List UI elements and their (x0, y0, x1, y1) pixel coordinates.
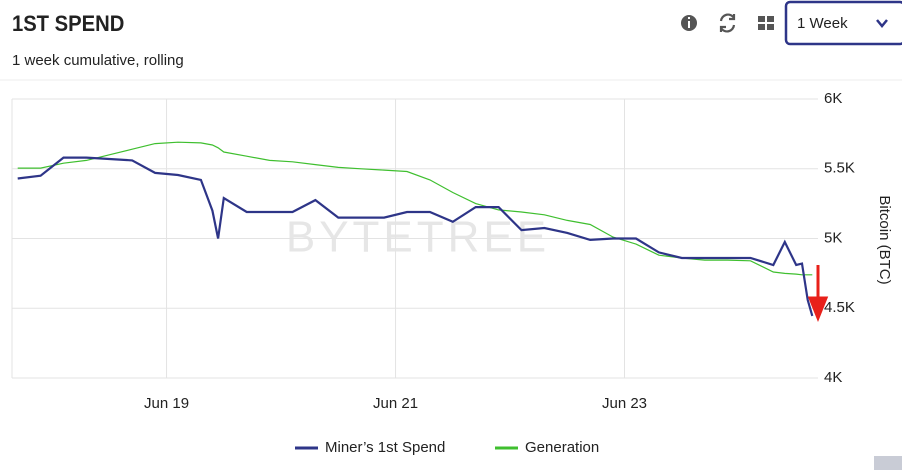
info-icon[interactable] (681, 15, 697, 31)
x-tick-label: Jun 19 (144, 395, 189, 412)
refresh-icon[interactable] (719, 13, 736, 33)
y-tick-label: 4.5K (824, 299, 855, 316)
y-tick-label: 6K (824, 90, 842, 107)
y-axis-label: Bitcoin (BTC) (876, 195, 893, 284)
legend-label: Generation (525, 439, 599, 456)
x-tick-label: Jun 23 (602, 395, 647, 412)
series-line (17, 156, 814, 317)
series-line (17, 141, 813, 276)
corner-button[interactable] (874, 456, 902, 470)
range-dropdown[interactable]: 1 Week (784, 0, 902, 46)
grid-icon[interactable] (758, 16, 774, 30)
y-tick-label: 5K (824, 229, 842, 246)
watermark: BYTETREE (286, 213, 550, 262)
y-tick-label: 4K (824, 369, 842, 386)
annotation-arrow (807, 265, 829, 323)
x-tick-label: Jun 21 (373, 395, 418, 412)
y-tick-label: 5.5K (824, 160, 855, 177)
subtitle: 1 week cumulative, rolling (12, 52, 184, 69)
legend-label: Miner’s 1st Spend (325, 439, 445, 456)
title: 1ST SPEND (12, 12, 124, 36)
dropdown-label: 1 Week (797, 15, 848, 32)
